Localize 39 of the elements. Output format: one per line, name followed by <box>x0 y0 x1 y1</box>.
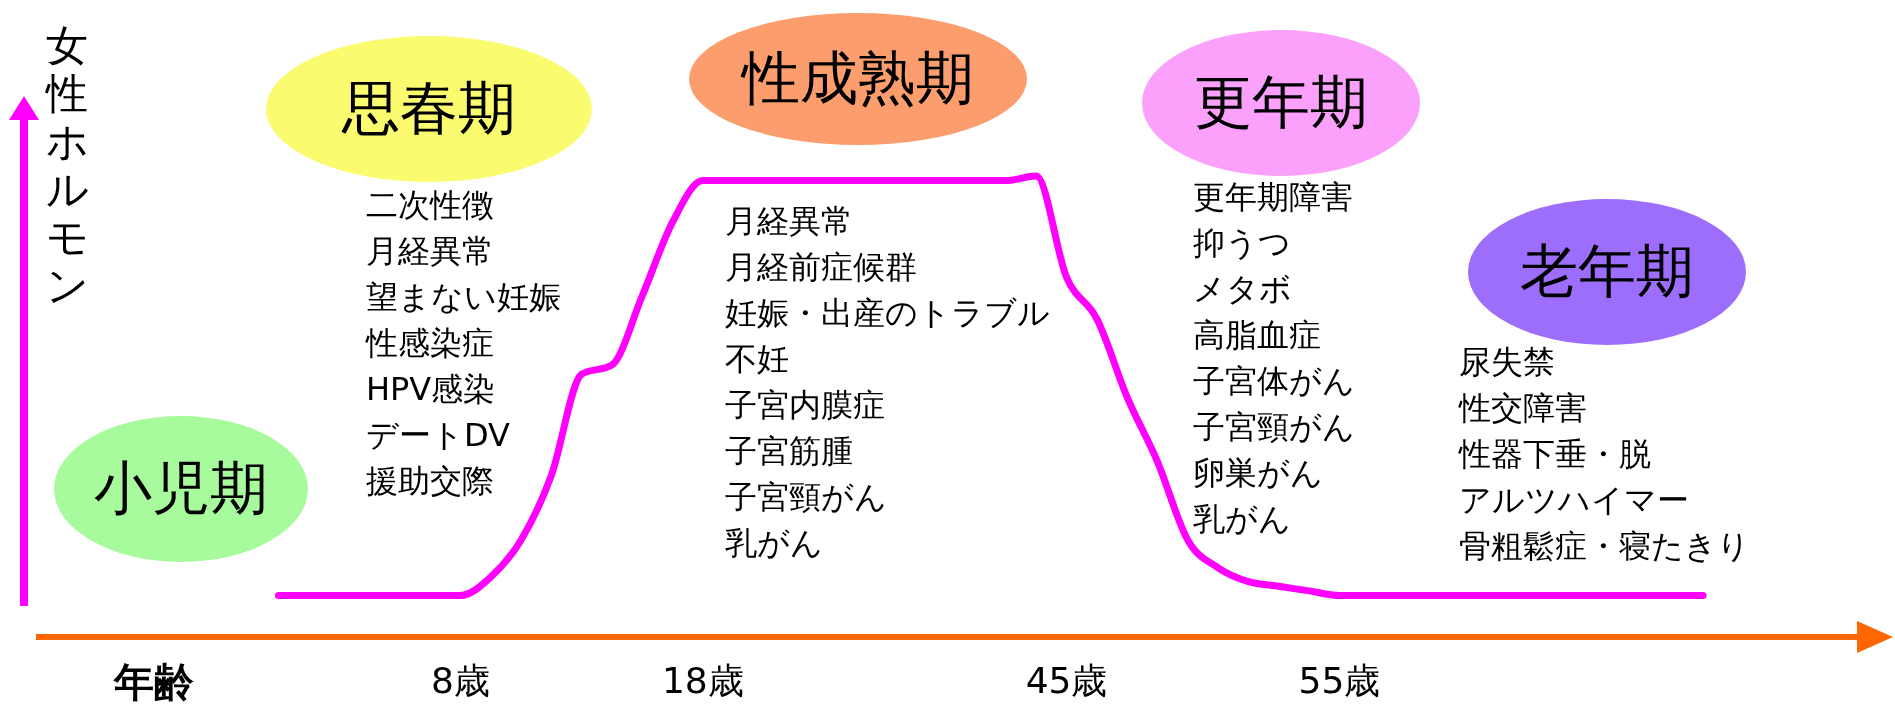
annotation: 子宮頸がん <box>725 477 887 518</box>
annotation: 小児期 <box>94 453 268 524</box>
x-tick-label: 55歳 <box>1298 659 1381 701</box>
annotation: 月経異常 <box>725 201 853 242</box>
annotation: 卵巣がん <box>1193 453 1323 494</box>
text: 思春期 <box>342 73 516 144</box>
annotation: 援助交際 <box>366 461 494 502</box>
annotation: 更年期障害 <box>1193 177 1353 218</box>
annotation: デートDV <box>366 415 510 456</box>
annotation: メタボ <box>1193 269 1292 310</box>
annotation: 月経前症候群 <box>725 247 917 288</box>
annotation: 抑うつ <box>1193 223 1291 264</box>
annotation: 子宮内膜症 <box>725 385 885 426</box>
annotation: 高脂血症 <box>1193 315 1321 356</box>
x-tick-label: 45歳 <box>1025 659 1108 701</box>
annotation: 骨粗鬆症・寝たきり <box>1459 526 1750 567</box>
annotation: 尿失禁 <box>1459 342 1555 383</box>
annotation: 妊娠・出産のトラブル <box>725 293 1050 334</box>
annotation: 老年期 <box>1520 236 1694 307</box>
annotation: 子宮筋腫 <box>725 431 853 472</box>
annotation: 乳がん <box>1193 499 1291 540</box>
annotation: 子宮体がん <box>1193 361 1355 402</box>
text: 性成熟期 <box>742 43 974 114</box>
annotation: 性器下垂・脱 <box>1459 434 1651 475</box>
annotation: アルツハイマー <box>1459 480 1689 521</box>
x-tick-label: 18歳 <box>661 659 744 701</box>
annotation: 不妊 <box>725 339 789 380</box>
text: 更年期 <box>1194 67 1368 138</box>
annotation: 性交障害 <box>1459 388 1587 429</box>
annotation: 子宮頸がん <box>1193 407 1355 448</box>
annotation: 乳がん <box>725 523 823 564</box>
annotation: 性感染症 <box>366 323 494 364</box>
x-tick-label: 8歳 <box>430 659 490 701</box>
annotation: 月経異常 <box>366 231 494 272</box>
annotation: 二次性徴 <box>366 185 494 226</box>
annotation: 望まない妊娠 <box>366 277 561 318</box>
y-axis-title: 女性ホルモン <box>44 21 90 310</box>
x-axis-title: 年齢 <box>114 658 194 707</box>
annotation: HPV感染 <box>366 369 496 410</box>
